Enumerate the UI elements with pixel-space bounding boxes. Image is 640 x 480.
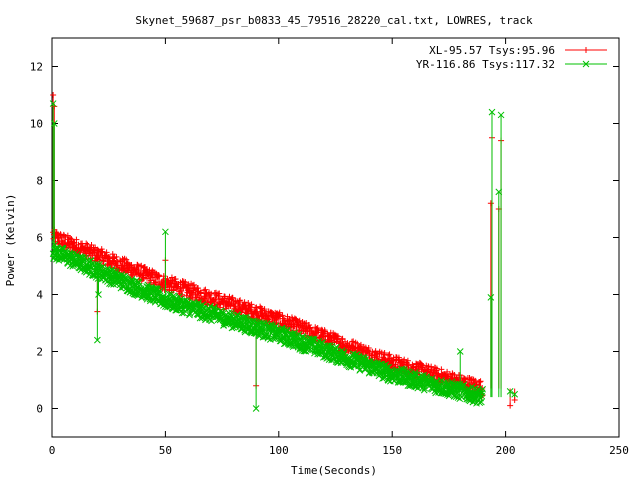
series-2	[50, 101, 518, 412]
y-tick-label: 6	[36, 232, 43, 245]
legend-label: XL-95.57 Tsys:95.96	[429, 44, 555, 57]
x-tick-label: 100	[269, 444, 289, 457]
spike-point	[50, 92, 56, 98]
y-tick-label: 2	[36, 346, 43, 359]
series-1	[50, 92, 518, 409]
chart: Skynet_59687_psr_b0833_45_79516_28220_ca…	[0, 0, 640, 480]
x-tick-label: 250	[609, 444, 629, 457]
spike-point	[512, 397, 518, 403]
y-axis-label: Power (Kelvin)	[4, 194, 17, 287]
spike-point	[507, 403, 513, 409]
x-tick-label: 0	[49, 444, 56, 457]
y-tick-label: 8	[36, 175, 43, 188]
y-tick-label: 4	[36, 289, 43, 302]
x-axis-label: Time(Seconds)	[291, 464, 377, 477]
spike-point	[488, 200, 494, 206]
y-tick-label: 10	[30, 118, 43, 131]
legend-marker	[583, 47, 589, 53]
chart-title: Skynet_59687_psr_b0833_45_79516_28220_ca…	[135, 14, 533, 27]
x-tick-label: 200	[496, 444, 516, 457]
x-tick-label: 50	[159, 444, 172, 457]
x-tick-label: 150	[382, 444, 402, 457]
y-tick-label: 0	[36, 403, 43, 416]
axis-ticks: 0 50 100 150 200 250 0 2 4 6 8 10 12	[30, 38, 629, 457]
plot-frame	[52, 38, 619, 437]
legend-label: YR-116.86 Tsys:117.32	[416, 58, 555, 71]
y-tick-label: 12	[30, 61, 43, 74]
data-layer	[50, 92, 518, 412]
